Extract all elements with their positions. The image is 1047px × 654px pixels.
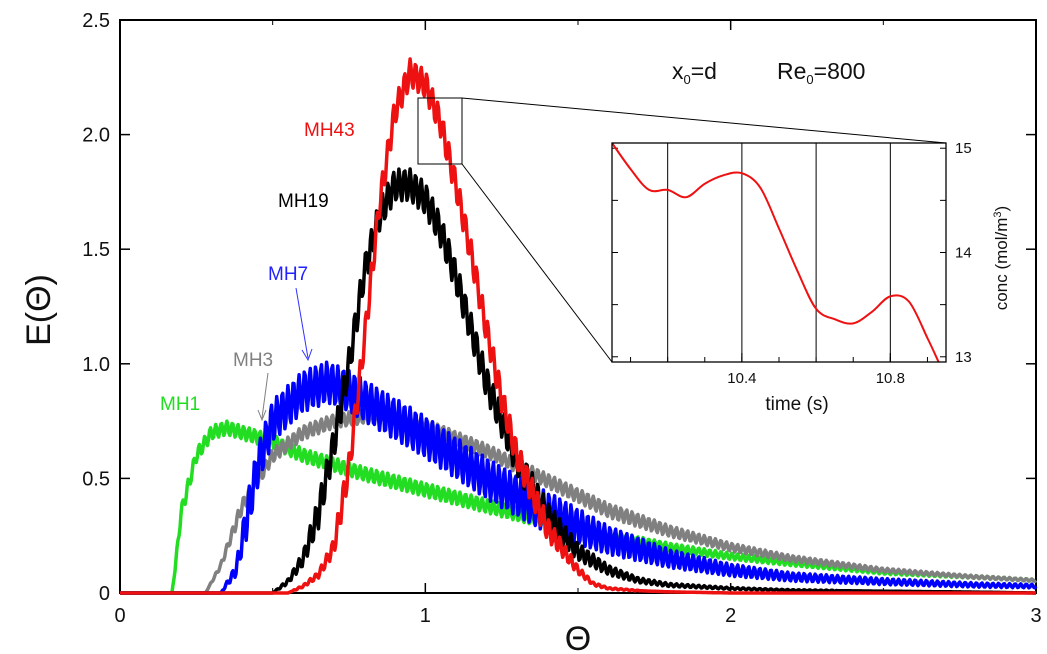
inset-y-axis-label: conc (mol/m3) [992,206,1011,310]
mh7-arrow [295,287,309,359]
series-line-mh7 [119,360,1038,595]
zoom-connector-bottom [461,163,613,363]
mh7-arrowhead [301,348,313,362]
series-label-mh7: MH7 [268,264,308,285]
inset-frame [611,142,947,363]
inset-series-line [612,143,940,362]
inset-y-label-sup: 3 [992,211,1004,217]
y-tick-label: 0.5 [82,468,110,490]
series-line-mh3 [119,408,1038,595]
inset-x-tick-label: 10.4 [727,370,756,387]
inset-x-tick-label: 10.8 [876,370,905,387]
label-arrows [257,287,313,422]
x0-subscript: 0 [684,72,691,87]
main-series-lines [119,57,1038,595]
inset-y-label-main: conc (mol/m [992,218,1011,311]
x-tick-label: 2 [725,605,736,627]
re-value: =800 [814,58,866,84]
re-subscript: 0 [806,72,813,87]
inset-y-label-end: ) [992,206,1011,212]
main-y-axis-label: E(Θ) [20,274,58,346]
inset-y-tick-label: 14 [955,245,972,262]
inset-background [612,143,946,362]
series-label-mh43: MH43 [304,120,355,141]
y-tick-label: 1.5 [82,239,110,261]
x-tick-label: 3 [1030,605,1041,627]
y-tick-label: 1.0 [82,354,110,376]
mh3-arrowhead [257,409,267,422]
x0-value: =d [691,58,717,84]
main-axis-ticks: 0 1 2 3 0 0.5 1.0 1.5 2.0 2.5 [82,10,1041,627]
x0-symbol: x [672,58,684,84]
x-tick-label: 1 [420,605,431,627]
zoom-box [417,97,463,165]
inset-chart: 10.4 10.8 13 14 15 [612,140,972,387]
main-x-axis-label: Θ [565,620,591,654]
y-tick-label: 0 [99,583,110,605]
zoom-connector-top [461,97,947,144]
series-line-mh43 [119,57,1037,595]
y-tick-label: 2.5 [82,10,110,32]
parameter-annotation: x0=d Re0=800 [672,58,865,87]
x-tick-label: 0 [114,605,125,627]
re-symbol: Re [777,58,806,84]
mh3-arrow [261,372,269,419]
inset-y-tick-label: 15 [955,140,972,157]
series-label-mh1: MH1 [160,394,200,415]
inset-y-tick-label: 13 [955,349,972,366]
inset-x-axis-label: time (s) [765,394,828,415]
series-label-mh3: MH3 [233,350,273,371]
y-tick-label: 2.0 [82,125,110,147]
series-label-mh19: MH19 [278,191,329,212]
